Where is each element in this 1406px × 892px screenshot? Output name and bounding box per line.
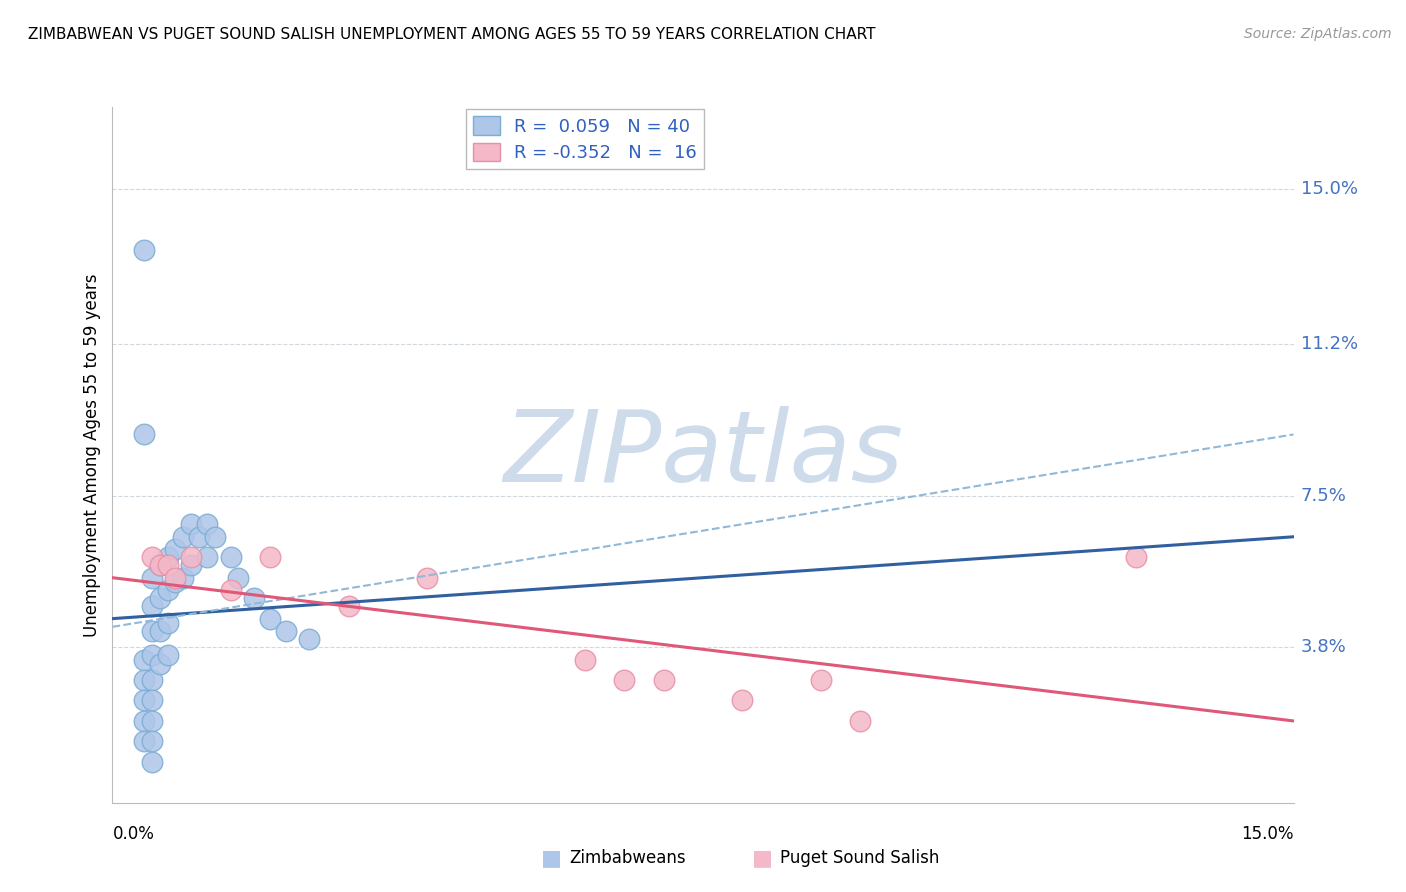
Point xyxy=(149,558,172,573)
Point xyxy=(149,591,172,606)
Point xyxy=(132,673,155,687)
Point xyxy=(337,599,360,614)
Point xyxy=(132,427,155,442)
Point xyxy=(141,599,163,614)
Point xyxy=(259,550,281,565)
Point xyxy=(141,755,163,769)
Point xyxy=(141,624,163,638)
Point xyxy=(149,657,172,671)
Point xyxy=(132,714,155,728)
Point xyxy=(141,734,163,748)
Point xyxy=(141,673,163,687)
Point xyxy=(165,571,187,585)
Point xyxy=(1125,550,1147,565)
Text: Zimbabweans: Zimbabweans xyxy=(569,849,686,867)
Point xyxy=(298,632,321,646)
Point xyxy=(156,550,179,565)
Point xyxy=(149,558,172,573)
Point xyxy=(165,542,187,557)
Point xyxy=(141,648,163,663)
Point xyxy=(149,624,172,638)
Text: ZIPatlas: ZIPatlas xyxy=(503,407,903,503)
Point xyxy=(228,571,250,585)
Point xyxy=(172,530,194,544)
Text: 15.0%: 15.0% xyxy=(1301,180,1358,198)
Point xyxy=(180,550,202,565)
Text: ■: ■ xyxy=(541,848,562,868)
Point xyxy=(416,571,439,585)
Point xyxy=(172,571,194,585)
Text: 15.0%: 15.0% xyxy=(1241,825,1294,843)
Point xyxy=(141,693,163,707)
Text: ■: ■ xyxy=(752,848,773,868)
Point xyxy=(195,517,218,532)
Text: 11.2%: 11.2% xyxy=(1301,335,1358,353)
Point xyxy=(141,571,163,585)
Point xyxy=(188,530,211,544)
Text: 3.8%: 3.8% xyxy=(1301,639,1347,657)
Legend: R =  0.059   N = 40, R = -0.352   N =  16: R = 0.059 N = 40, R = -0.352 N = 16 xyxy=(465,109,704,169)
Text: Puget Sound Salish: Puget Sound Salish xyxy=(780,849,939,867)
Point xyxy=(574,652,596,666)
Point xyxy=(156,615,179,630)
Text: ZIMBABWEAN VS PUGET SOUND SALISH UNEMPLOYMENT AMONG AGES 55 TO 59 YEARS CORRELAT: ZIMBABWEAN VS PUGET SOUND SALISH UNEMPLO… xyxy=(28,27,876,42)
Point xyxy=(731,693,754,707)
Point xyxy=(132,693,155,707)
Text: 0.0%: 0.0% xyxy=(112,825,155,843)
Point xyxy=(613,673,636,687)
Point xyxy=(259,612,281,626)
Y-axis label: Unemployment Among Ages 55 to 59 years: Unemployment Among Ages 55 to 59 years xyxy=(83,273,101,637)
Point xyxy=(219,550,242,565)
Point xyxy=(180,517,202,532)
Point xyxy=(165,574,187,589)
Point xyxy=(180,558,202,573)
Point xyxy=(652,673,675,687)
Point xyxy=(156,582,179,597)
Point xyxy=(132,244,155,258)
Text: 7.5%: 7.5% xyxy=(1301,487,1347,505)
Text: Source: ZipAtlas.com: Source: ZipAtlas.com xyxy=(1244,27,1392,41)
Point xyxy=(204,530,226,544)
Point xyxy=(156,558,179,573)
Point xyxy=(141,714,163,728)
Point xyxy=(849,714,872,728)
Point xyxy=(810,673,832,687)
Point xyxy=(132,734,155,748)
Point xyxy=(243,591,266,606)
Point xyxy=(141,550,163,565)
Point xyxy=(132,652,155,666)
Point xyxy=(219,582,242,597)
Point xyxy=(274,624,297,638)
Point xyxy=(195,550,218,565)
Point xyxy=(156,648,179,663)
